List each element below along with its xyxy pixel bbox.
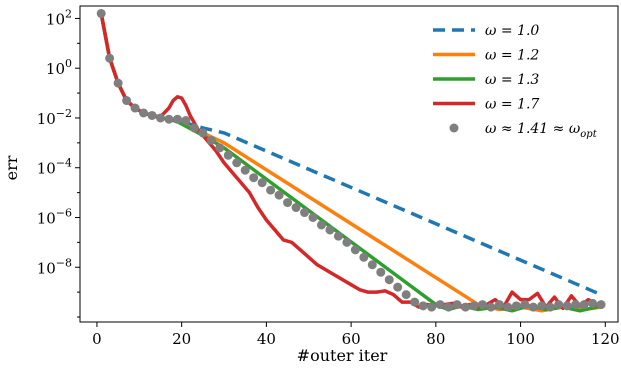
data-point (181, 115, 191, 125)
data-point (520, 300, 530, 310)
data-point (554, 300, 564, 310)
legend: ω = 1.0 ω = 1.2 ω = 1.3 ω = 1.7 ω ≈ 1.41 ≈ ω… (433, 23, 598, 140)
legend-item: ω = 1.0 (433, 23, 539, 39)
data-point (486, 302, 496, 312)
legend-label: ω = 1.3 (485, 72, 539, 88)
legend-label: ω = 1.7 (485, 97, 539, 113)
data-point (571, 300, 581, 310)
data-point (528, 302, 538, 312)
data-point (367, 260, 377, 270)
data-point (333, 231, 343, 241)
legend-marker (449, 123, 459, 133)
data-point (96, 8, 106, 18)
data-point (435, 300, 445, 310)
data-point (139, 108, 149, 118)
data-point (206, 135, 216, 145)
data-point (130, 103, 140, 113)
legend-label: ω ≈ 1.41 ≈ ωopt (485, 121, 598, 140)
data-point (215, 143, 225, 153)
x-tick-label: 80 (426, 330, 445, 348)
data-point (461, 302, 470, 312)
x-tick-label: 60 (342, 330, 361, 348)
legend-item: ω ≈ 1.41 ≈ ωopt (449, 121, 598, 140)
data-point (588, 298, 598, 308)
data-point (155, 113, 165, 123)
x-tick-label: 40 (257, 330, 276, 348)
data-point (164, 114, 174, 124)
data-point (198, 128, 208, 138)
data-point (257, 178, 267, 188)
data-point (122, 96, 132, 106)
data-point (172, 114, 182, 124)
data-point (579, 300, 589, 310)
data-point (147, 110, 157, 120)
y-tick-label: 10−2 (37, 107, 72, 128)
series-markers (96, 8, 606, 312)
data-point (503, 302, 513, 312)
legend-item: ω = 1.3 (433, 72, 539, 88)
data-point (418, 301, 428, 311)
data-point (308, 213, 318, 222)
data-point (494, 300, 504, 310)
data-point (469, 301, 479, 311)
data-point (283, 198, 293, 208)
data-point (376, 267, 386, 277)
data-point (342, 237, 352, 247)
legend-item: ω = 1.7 (433, 97, 539, 113)
data-point (537, 301, 547, 311)
data-point (393, 282, 403, 292)
data-point (359, 252, 369, 262)
x-tick-label: 0 (92, 330, 102, 348)
data-point (350, 245, 360, 255)
data-point (189, 123, 199, 133)
data-point (232, 158, 242, 168)
y-tick-label: 10−8 (37, 256, 72, 277)
legend-label: ω = 1.2 (485, 48, 539, 64)
y-axis-label: err (2, 155, 21, 180)
data-point (249, 173, 259, 183)
data-point (452, 300, 462, 310)
data-point (274, 190, 284, 200)
data-point (316, 220, 326, 230)
y-tick-label: 10−6 (37, 206, 72, 227)
data-point (444, 302, 454, 312)
data-point (562, 301, 572, 311)
data-point (477, 300, 487, 310)
data-point (384, 275, 394, 285)
data-point (113, 78, 123, 88)
data-point (105, 53, 115, 63)
data-point (300, 208, 310, 218)
data-point (240, 165, 250, 175)
y-tick-label: 100 (46, 57, 72, 78)
x-axis-label: #outer iter (297, 346, 388, 365)
data-point (266, 185, 276, 195)
plot-frame (79, 5, 619, 323)
legend-item: ω = 1.2 (433, 48, 539, 64)
data-point (427, 302, 437, 312)
data-point (410, 297, 420, 307)
plot-area (96, 8, 606, 313)
data-point (401, 290, 411, 300)
data-point (325, 225, 335, 235)
x-tick-label: 120 (591, 330, 620, 348)
data-point (223, 150, 233, 160)
data-point (511, 301, 521, 311)
x-tick-label: 100 (506, 330, 535, 348)
legend-label: ω = 1.0 (485, 23, 539, 39)
axes: 0 20 40 60 80 100 120 102 100 10−2 10−4 10−6 10−8 (37, 5, 620, 348)
data-point (596, 300, 606, 310)
y-tick-label: 102 (46, 7, 72, 28)
y-tick-label: 10−4 (37, 157, 72, 178)
data-point (291, 203, 301, 213)
series-line (99, 11, 603, 311)
x-tick-label: 20 (172, 330, 191, 348)
data-point (545, 302, 555, 312)
